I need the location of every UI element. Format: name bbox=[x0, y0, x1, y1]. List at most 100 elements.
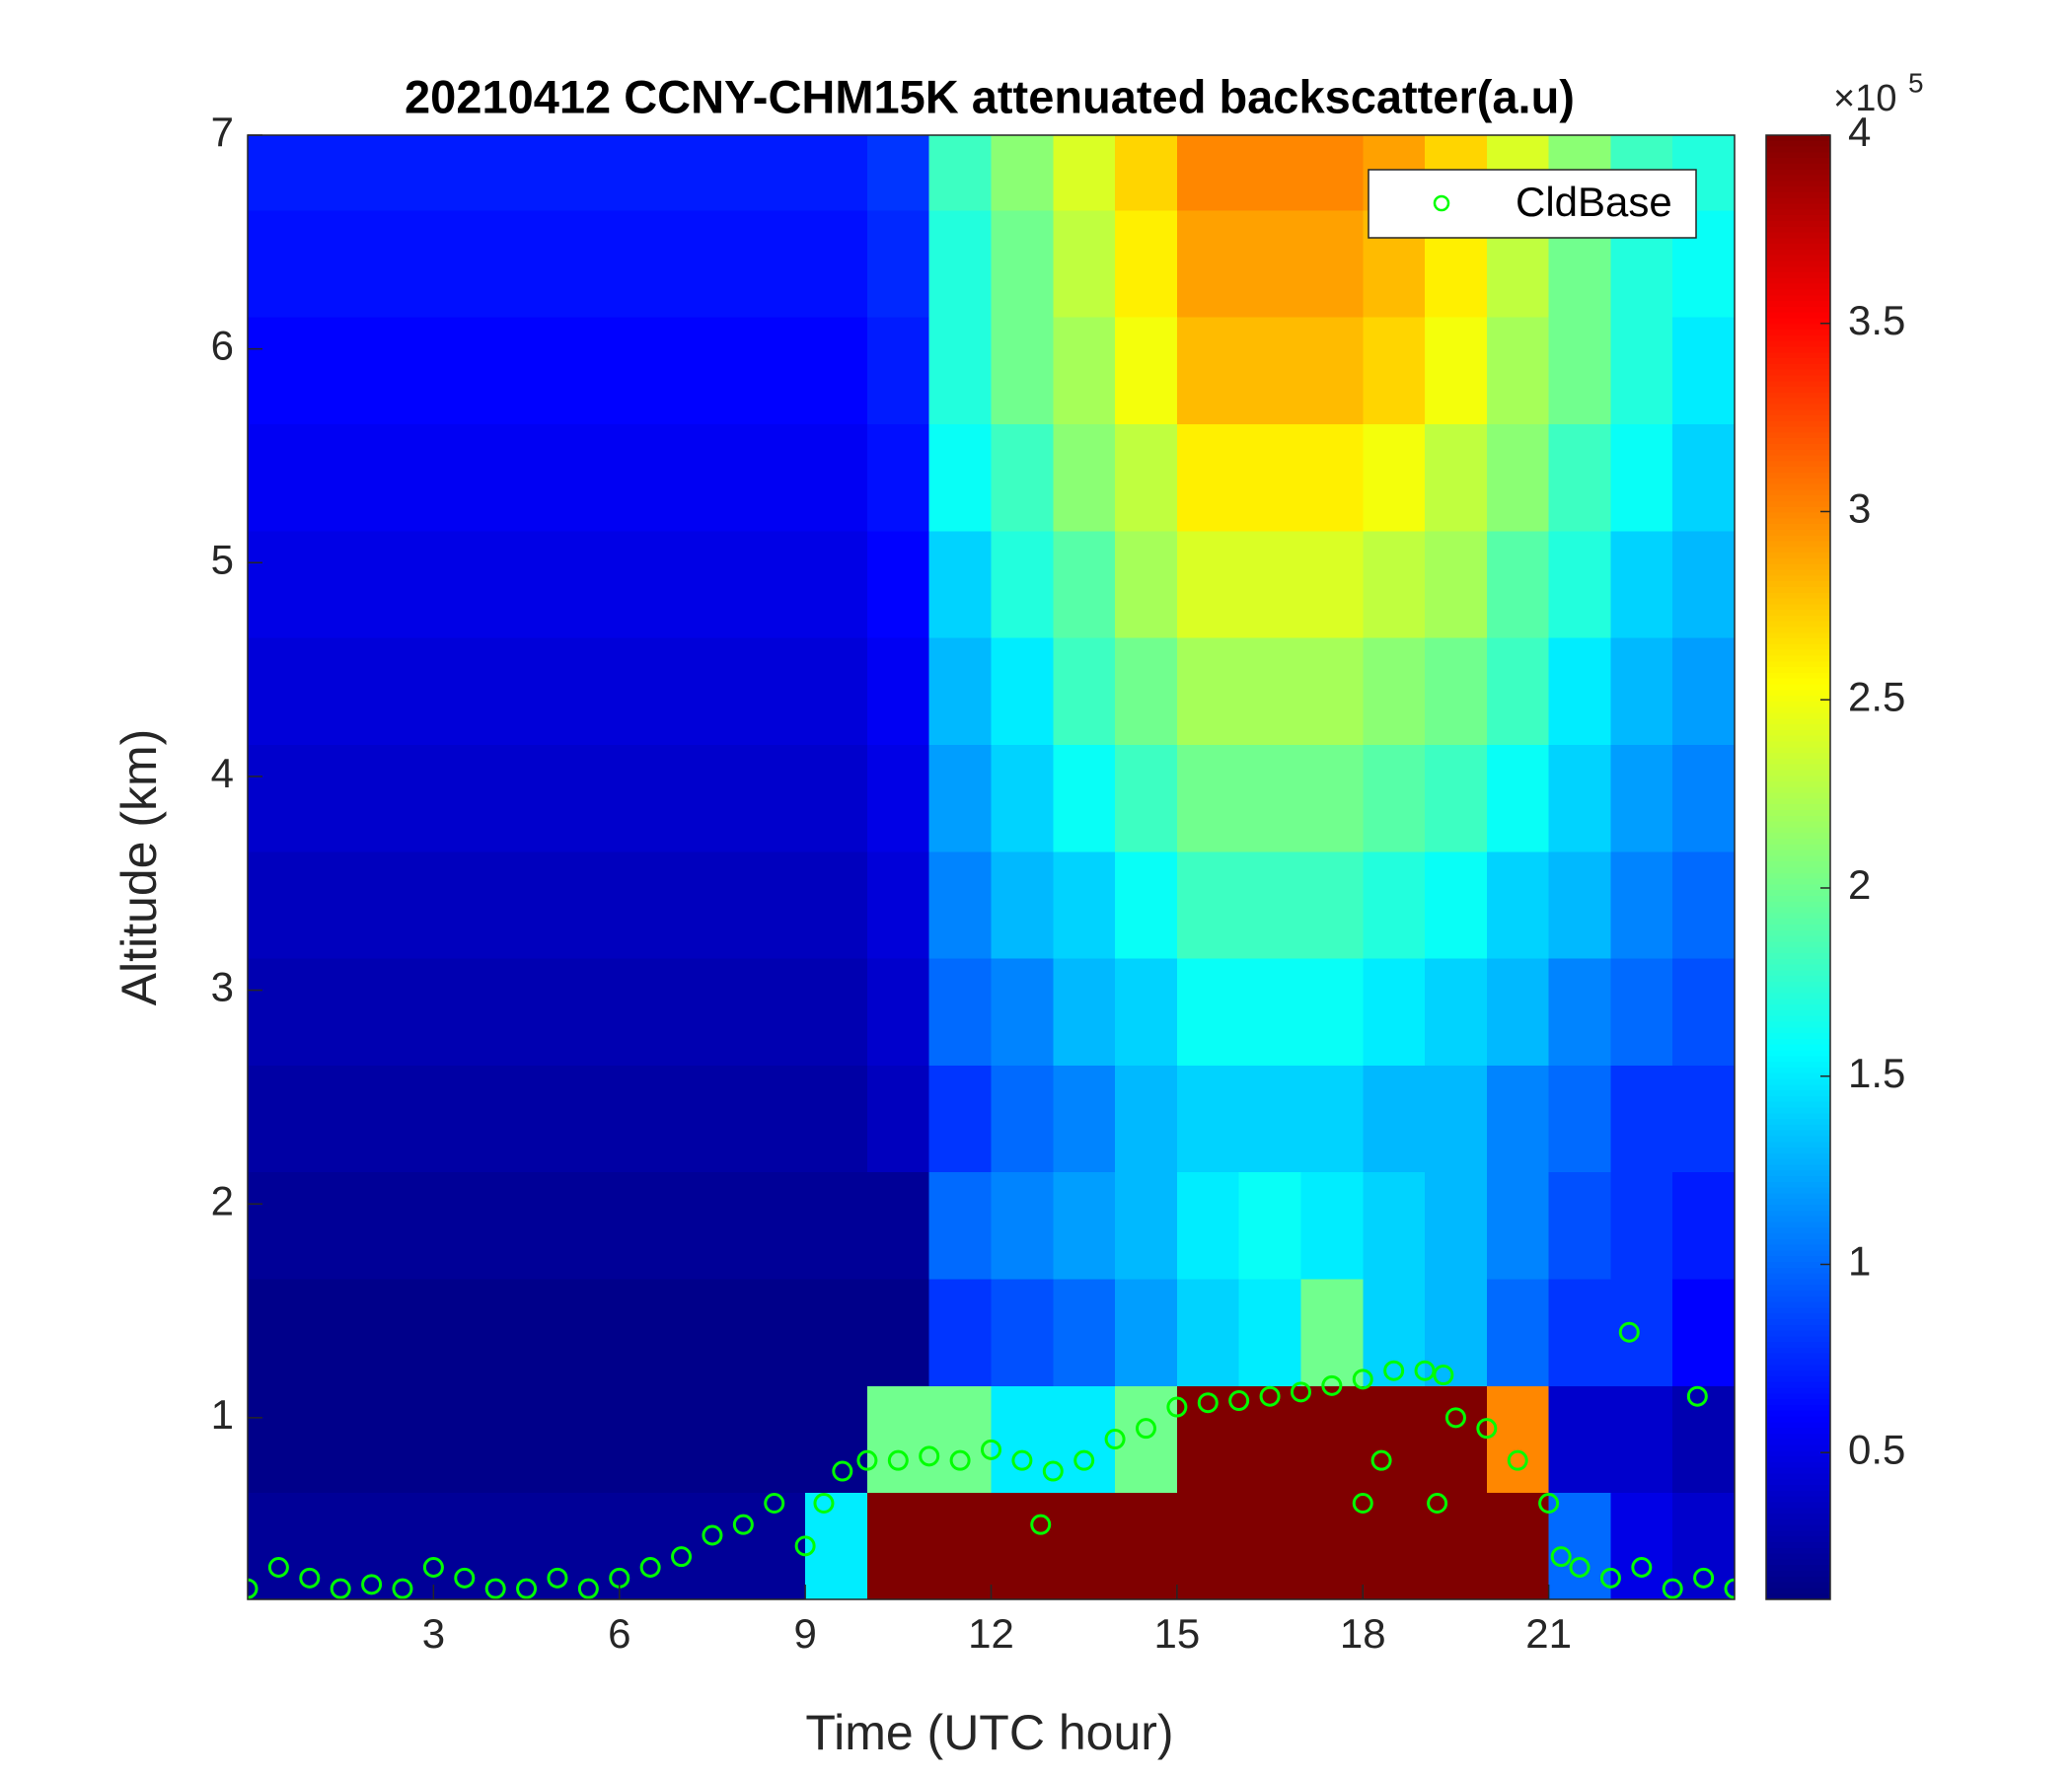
cell bbox=[743, 135, 806, 211]
cell bbox=[928, 744, 992, 852]
colorbar-segment bbox=[1766, 512, 1830, 519]
colorbar-segment bbox=[1766, 1256, 1830, 1263]
colorbar-segment bbox=[1766, 1285, 1830, 1292]
cell bbox=[371, 851, 434, 959]
cell bbox=[248, 637, 311, 745]
colorbar-segment bbox=[1766, 592, 1830, 600]
cell bbox=[1672, 1279, 1735, 1386]
cell bbox=[1672, 317, 1735, 424]
cell bbox=[371, 958, 434, 1066]
cell bbox=[433, 744, 496, 852]
cell bbox=[556, 1171, 621, 1280]
colorbar-segment bbox=[1766, 1073, 1830, 1080]
colorbar-segment bbox=[1766, 340, 1830, 348]
cell bbox=[743, 423, 806, 532]
cell bbox=[1053, 744, 1116, 852]
cloud-base-point bbox=[702, 1524, 723, 1546]
colorbar-segment bbox=[1766, 604, 1830, 611]
cell bbox=[1425, 423, 1488, 532]
colorbar-segment bbox=[1766, 312, 1830, 320]
cell bbox=[309, 744, 373, 852]
colorbar-segment bbox=[1766, 1433, 1830, 1441]
cell bbox=[619, 317, 683, 424]
colorbar-segment bbox=[1766, 1381, 1830, 1389]
cell bbox=[1610, 1065, 1673, 1173]
cell bbox=[556, 637, 621, 745]
cell bbox=[681, 135, 744, 211]
cell bbox=[1300, 423, 1364, 532]
colorbar-segment bbox=[1766, 473, 1830, 480]
cell bbox=[1053, 135, 1116, 211]
colorbar-segment bbox=[1766, 1399, 1830, 1406]
cell bbox=[743, 744, 806, 852]
colorbar-segment bbox=[1766, 1119, 1830, 1126]
cell bbox=[556, 744, 621, 852]
cell bbox=[1363, 1171, 1426, 1280]
colorbar-segment bbox=[1766, 1514, 1830, 1520]
cell bbox=[309, 530, 373, 638]
cell bbox=[1238, 1279, 1301, 1386]
cell bbox=[1425, 530, 1488, 638]
cloud-base-point bbox=[1686, 1385, 1708, 1407]
colorbar-tick-label: 4 bbox=[1848, 109, 1871, 155]
cell bbox=[1486, 1065, 1550, 1173]
colorbar-segment bbox=[1766, 735, 1830, 743]
colorbar-segment bbox=[1766, 827, 1830, 834]
cell bbox=[433, 637, 496, 745]
cloud-base-point bbox=[671, 1546, 693, 1568]
colorbar-segment bbox=[1766, 1227, 1830, 1234]
colorbar-segment bbox=[1766, 935, 1830, 942]
colorbar-segment bbox=[1766, 878, 1830, 885]
colorbar-segment bbox=[1766, 387, 1830, 394]
cell bbox=[1363, 530, 1426, 638]
colorbar-segment bbox=[1766, 381, 1830, 388]
cell bbox=[928, 423, 992, 532]
y-tick-label: 3 bbox=[211, 964, 234, 1010]
x-axis-label: Time (UTC hour) bbox=[805, 1705, 1173, 1760]
cloud-base-point bbox=[1290, 1381, 1311, 1403]
cell bbox=[1300, 1171, 1364, 1280]
cell bbox=[1053, 317, 1116, 424]
cell bbox=[805, 530, 868, 638]
cell bbox=[1115, 1065, 1178, 1173]
cell bbox=[1548, 744, 1611, 852]
cloud-base-point bbox=[454, 1567, 476, 1589]
cell bbox=[495, 317, 558, 424]
cloud-base-point bbox=[577, 1578, 599, 1599]
colorbar-segment bbox=[1766, 334, 1830, 342]
cell bbox=[805, 1065, 868, 1173]
cell bbox=[433, 1279, 496, 1386]
cloud-base-point bbox=[267, 1557, 289, 1579]
legend-box bbox=[1368, 169, 1697, 239]
cell bbox=[1115, 1279, 1178, 1386]
cell bbox=[1610, 1492, 1673, 1599]
colorbar-segment bbox=[1766, 1330, 1830, 1337]
colorbar-segment bbox=[1766, 1353, 1830, 1361]
cell bbox=[1176, 1171, 1240, 1280]
cell bbox=[681, 637, 744, 745]
colorbar-segment bbox=[1766, 792, 1830, 800]
cell bbox=[1672, 423, 1735, 532]
colorbar-segment bbox=[1766, 718, 1830, 725]
cell bbox=[556, 1492, 621, 1599]
colorbar-segment bbox=[1766, 478, 1830, 485]
cell bbox=[681, 851, 744, 959]
colorbar-segment bbox=[1766, 1416, 1830, 1423]
cell bbox=[1548, 530, 1611, 638]
colorbar-multiplier: ×10 bbox=[1833, 78, 1896, 119]
colorbar-segment bbox=[1766, 632, 1830, 639]
cell bbox=[619, 530, 683, 638]
cell bbox=[309, 1279, 373, 1386]
colorbar-segment bbox=[1766, 987, 1830, 995]
cell bbox=[681, 1279, 744, 1386]
cell bbox=[433, 1492, 496, 1599]
colorbar-segment bbox=[1766, 1107, 1830, 1114]
cell bbox=[1610, 1385, 1673, 1494]
cell bbox=[866, 209, 930, 318]
colorbar-segment bbox=[1766, 449, 1830, 457]
colorbar-segment bbox=[1766, 438, 1830, 445]
colorbar-segment bbox=[1766, 232, 1830, 239]
colorbar-segment bbox=[1766, 929, 1830, 937]
cell bbox=[681, 744, 744, 852]
cell bbox=[1486, 1279, 1550, 1386]
